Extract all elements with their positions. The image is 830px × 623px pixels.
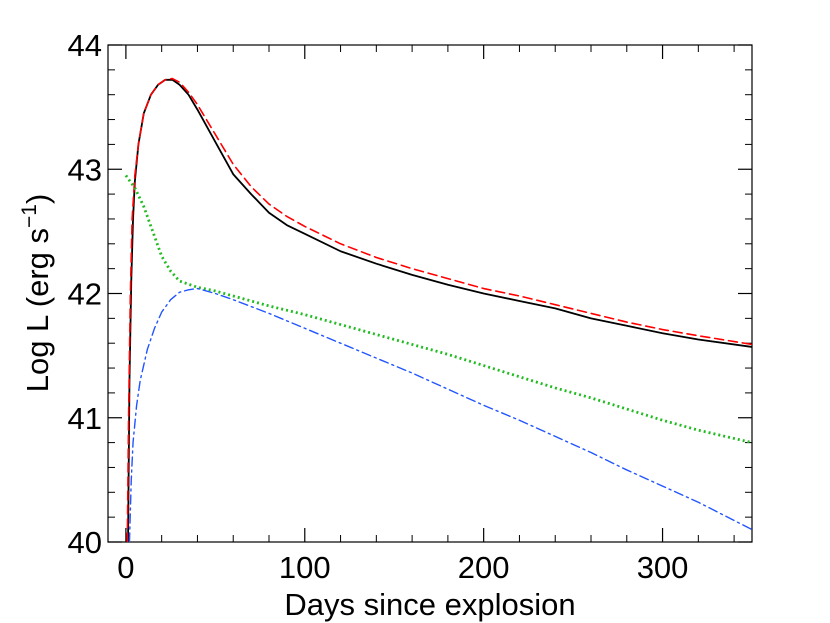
y-axis-label-main: Log L (erg s [20, 228, 55, 392]
y-tick-label: 41 [68, 401, 102, 436]
series-layer [124, 77, 752, 542]
x-tick-label: 100 [279, 550, 331, 585]
series-line-dotted [124, 174, 752, 444]
x-tick-label: 300 [637, 550, 689, 585]
plot-frame [107, 44, 753, 543]
y-axis-label: Log L (erg s−1) [18, 194, 55, 393]
x-axis-label: Days since explosion [284, 587, 575, 622]
series-line-dashdot [128, 287, 752, 542]
series-line-dashed [126, 77, 752, 542]
x-tick-label: 0 [117, 550, 134, 585]
axis-ticks [108, 44, 752, 543]
x-tick-label: 200 [458, 550, 510, 585]
y-tick-label: 42 [68, 277, 102, 312]
y-tick-label: 44 [68, 28, 102, 63]
y-tick-label: 43 [68, 152, 102, 187]
y-tick-labels: 40 41 42 43 44 [68, 28, 102, 560]
y-tick-label: 40 [68, 525, 102, 560]
x-tick-labels: 0 100 200 300 [117, 550, 688, 585]
series-line-solid [127, 78, 752, 542]
y-axis-label-close: ) [20, 194, 55, 204]
y-axis-label-superscript: −1 [18, 204, 41, 228]
